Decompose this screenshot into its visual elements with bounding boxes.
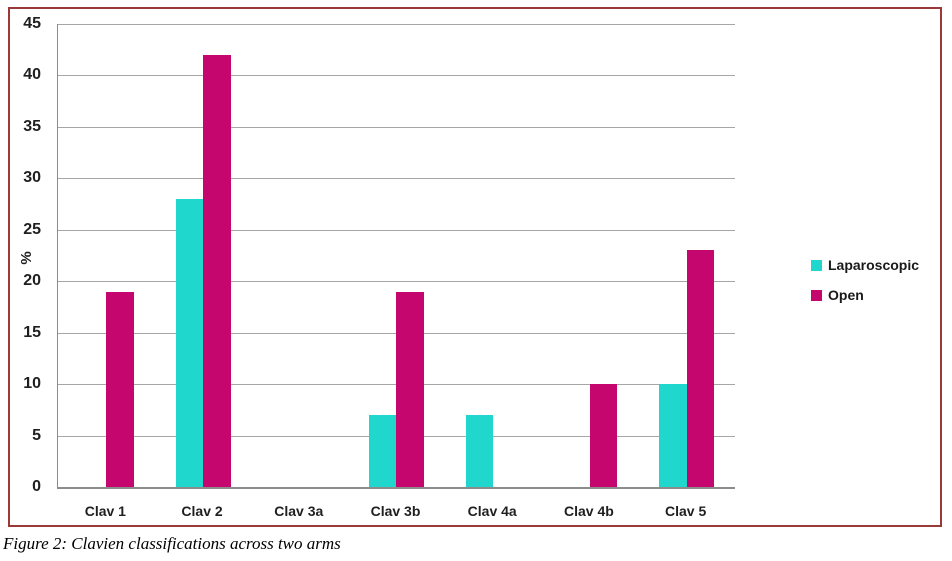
bar-open-clav-4b (589, 384, 618, 487)
gridline (58, 126, 735, 128)
bar-laparoscopic-clav-3b (368, 414, 397, 487)
category-group-clav-2 (155, 24, 252, 487)
x-axis-label-clav-2: Clav 2 (181, 503, 223, 519)
gridline (58, 178, 735, 180)
bar-open-clav-1 (106, 291, 134, 487)
category-group-clav-4a (445, 24, 542, 487)
y-tick-label: 5 (32, 426, 41, 444)
y-tick-label: 15 (23, 323, 41, 341)
category-group-clav-5 (638, 24, 735, 487)
y-tick-label: 20 (23, 272, 41, 290)
y-tick-label: 25 (23, 220, 41, 238)
bar-open-clav-5 (686, 250, 715, 487)
category-group-clav-4b (542, 24, 639, 487)
legend-label-laparoscopic: Laparoscopic (828, 257, 920, 273)
category-group-clav-1 (58, 24, 155, 487)
bar-open-clav-2 (203, 54, 231, 487)
legend-swatch-laparoscopic-icon (811, 259, 822, 271)
legend-label-open: Open (828, 287, 864, 303)
bar-open-clav-3b (396, 291, 424, 487)
x-axis-label-clav-4a: Clav 4a (467, 503, 517, 519)
gridline (58, 281, 735, 283)
legend-swatch-open-icon (811, 289, 822, 301)
category-group-clav-3b (348, 24, 445, 487)
gridline (58, 75, 735, 77)
legend-item-open: Open (811, 287, 919, 303)
y-tick-label: 45 (23, 15, 41, 32)
x-axis-label-clav-5: Clav 5 (665, 503, 707, 519)
legend: Laparoscopic Open (811, 257, 920, 318)
y-tick-label: 40 (23, 66, 41, 84)
x-axis-label-clav-4b: Clav 4b (564, 503, 614, 519)
gridline (58, 229, 735, 231)
legend-item-laparoscopic: Laparoscopic (811, 257, 920, 273)
gridline (58, 24, 735, 25)
x-axis-label-clav-3a: Clav 3a (274, 503, 324, 519)
y-tick-label: 35 (23, 117, 41, 135)
plot-area (57, 24, 735, 489)
category-group-clav-3a (251, 24, 348, 487)
y-tick-label: 10 (23, 375, 41, 393)
y-tick-label: 30 (23, 169, 41, 187)
x-axis-label-clav-3b: Clav 3b (370, 503, 421, 519)
y-tick-label: 0 (32, 478, 41, 495)
y-axis-title: % (18, 251, 35, 265)
bar-laparoscopic-clav-2 (175, 198, 204, 487)
x-axis-label-clav-1: Clav 1 (84, 503, 126, 519)
chart-frame: % 0 5 10 15 20 25 30 35 40 45 Clav 1 Clav 2 Clav 3a… (8, 7, 942, 527)
bar-laparoscopic-clav-5 (659, 384, 687, 487)
figure-caption: Figure 2: Clavien classifications across… (3, 534, 341, 553)
bar-laparoscopic-clav-4a (465, 414, 494, 487)
